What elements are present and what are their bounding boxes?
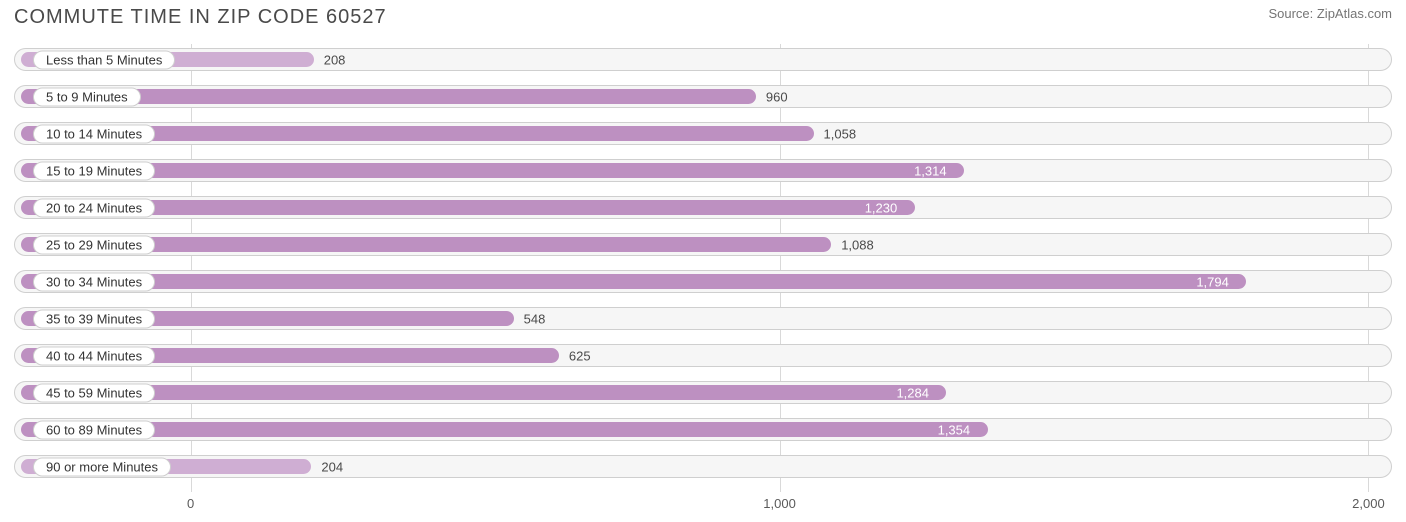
bar-track: 25 to 29 Minutes 1,088	[14, 233, 1392, 256]
bar-track: 15 to 19 Minutes 1,314	[14, 159, 1392, 182]
bar-track: 30 to 34 Minutes 1,794	[14, 270, 1392, 293]
value-label: 1,088	[841, 237, 874, 252]
category-label: 15 to 19 Minutes	[33, 161, 155, 180]
bar	[21, 163, 964, 178]
value-label: 960	[766, 89, 788, 104]
bar-track: 45 to 59 Minutes 1,284	[14, 381, 1392, 404]
category-label: 20 to 24 Minutes	[33, 198, 155, 217]
bar	[21, 274, 1246, 289]
bar-track: 5 to 9 Minutes 960	[14, 85, 1392, 108]
category-label: 40 to 44 Minutes	[33, 346, 155, 365]
category-label: 25 to 29 Minutes	[33, 235, 155, 254]
category-label: 30 to 34 Minutes	[33, 272, 155, 291]
value-label: 1,794	[1196, 274, 1229, 289]
bar-track: 20 to 24 Minutes 1,230	[14, 196, 1392, 219]
bar-row: 30 to 34 Minutes 1,794	[14, 266, 1392, 297]
bar-track: 10 to 14 Minutes 1,058	[14, 122, 1392, 145]
bar-track: 90 or more Minutes 204	[14, 455, 1392, 478]
category-label: 45 to 59 Minutes	[33, 383, 155, 402]
bar	[21, 200, 915, 215]
bar-row: 45 to 59 Minutes 1,284	[14, 377, 1392, 408]
value-label: 1,354	[938, 422, 971, 437]
source-label: Source: ZipAtlas.com	[1268, 6, 1392, 21]
bar-row: 40 to 44 Minutes 625	[14, 340, 1392, 371]
value-label: 548	[524, 311, 546, 326]
value-label: 208	[324, 52, 346, 67]
value-label: 1,284	[896, 385, 929, 400]
bar-row: 90 or more Minutes 204	[14, 451, 1392, 482]
bar-row: 35 to 39 Minutes 548	[14, 303, 1392, 334]
value-label: 625	[569, 348, 591, 363]
x-axis: 0 1,000 2,000	[14, 496, 1392, 516]
bar-row: 20 to 24 Minutes 1,230	[14, 192, 1392, 223]
bar-row: 5 to 9 Minutes 960	[14, 81, 1392, 112]
bar-track: Less than 5 Minutes 208	[14, 48, 1392, 71]
bar-row: Less than 5 Minutes 208	[14, 44, 1392, 75]
bar	[21, 385, 946, 400]
category-label: 90 or more Minutes	[33, 457, 171, 476]
bar-row: 25 to 29 Minutes 1,088	[14, 229, 1392, 260]
value-label: 1,058	[824, 126, 857, 141]
value-label: 1,314	[914, 163, 947, 178]
bar-row: 60 to 89 Minutes 1,354	[14, 414, 1392, 445]
category-label: 5 to 9 Minutes	[33, 87, 141, 106]
chart-title: COMMUTE TIME IN ZIP CODE 60527	[14, 6, 387, 29]
x-tick-label: 0	[187, 496, 194, 511]
bar-track: 40 to 44 Minutes 625	[14, 344, 1392, 367]
x-tick-label: 1,000	[763, 496, 796, 511]
category-label: 10 to 14 Minutes	[33, 124, 155, 143]
category-label: 60 to 89 Minutes	[33, 420, 155, 439]
category-label: Less than 5 Minutes	[33, 50, 175, 69]
value-label: 1,230	[865, 200, 898, 215]
value-label: 204	[321, 459, 343, 474]
bar	[21, 422, 988, 437]
bar-track: 60 to 89 Minutes 1,354	[14, 418, 1392, 441]
category-label: 35 to 39 Minutes	[33, 309, 155, 328]
bar-row: 10 to 14 Minutes 1,058	[14, 118, 1392, 149]
bar-row: 15 to 19 Minutes 1,314	[14, 155, 1392, 186]
chart-area: Less than 5 Minutes 208 5 to 9 Minutes 960 1…	[14, 44, 1392, 492]
x-tick-label: 2,000	[1352, 496, 1385, 511]
bar-track: 35 to 39 Minutes 548	[14, 307, 1392, 330]
